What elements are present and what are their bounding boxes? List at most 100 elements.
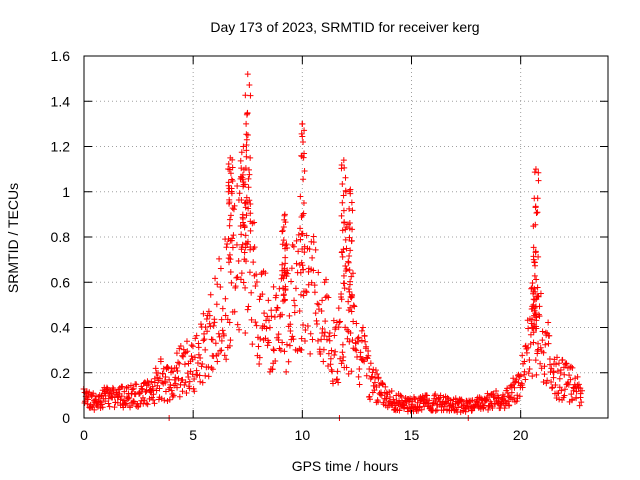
data-point (561, 386, 568, 393)
data-point (247, 92, 254, 99)
data-point (297, 236, 304, 243)
data-point (228, 279, 235, 286)
data-point (91, 406, 98, 413)
data-point (230, 232, 237, 239)
data-point (127, 382, 134, 389)
data-point (243, 131, 250, 138)
data-point (432, 407, 439, 414)
data-point (340, 272, 347, 279)
data-point (331, 332, 338, 339)
data-point (175, 375, 182, 382)
data-point (286, 342, 293, 349)
data-point (532, 248, 539, 255)
data-point (355, 334, 362, 341)
data-point (237, 223, 244, 230)
data-point (225, 182, 232, 189)
data-point (506, 402, 513, 409)
data-point (382, 383, 389, 390)
data-point (521, 358, 528, 365)
data-point (397, 392, 404, 399)
data-point (540, 378, 547, 385)
data-point (195, 344, 202, 351)
data-point (526, 357, 533, 364)
data-point (306, 246, 313, 253)
data-point (264, 342, 271, 349)
data-point (340, 192, 347, 199)
y-tick-label: 0.2 (51, 365, 71, 381)
data-point (223, 356, 230, 363)
data-point (159, 370, 166, 377)
data-point (227, 268, 234, 275)
data-point (202, 324, 209, 331)
data-point (386, 393, 393, 400)
data-point (307, 350, 314, 357)
data-point (243, 136, 250, 143)
data-point (156, 375, 163, 382)
data-point (348, 238, 355, 245)
data-point (552, 381, 559, 388)
data-point (227, 154, 234, 161)
y-tick-label: 1.6 (51, 48, 71, 64)
data-point (248, 316, 255, 323)
data-point (348, 368, 355, 375)
data-point (119, 383, 126, 390)
data-point (532, 221, 539, 228)
data-point (330, 380, 337, 387)
data-point (298, 259, 305, 266)
data-point (121, 388, 128, 395)
data-point (269, 366, 276, 373)
data-point (227, 256, 234, 263)
data-point (533, 311, 540, 318)
data-point (300, 199, 307, 206)
data-point (508, 384, 515, 391)
data-point (263, 325, 270, 332)
data-point (528, 285, 535, 292)
data-point (332, 348, 339, 355)
data-point (532, 166, 539, 173)
data-point (194, 360, 201, 367)
data-point (564, 380, 571, 387)
data-point (342, 174, 349, 181)
data-point (231, 308, 238, 315)
data-point (291, 309, 298, 316)
data-point (351, 303, 358, 310)
data-point (301, 167, 308, 174)
data-point (356, 365, 363, 372)
data-point (201, 336, 208, 343)
data-point (312, 310, 319, 317)
data-point (406, 396, 413, 403)
data-point (300, 176, 307, 183)
data-point (314, 337, 321, 344)
data-point (390, 396, 397, 403)
grid (84, 56, 608, 418)
data-point (240, 143, 247, 150)
data-point (424, 392, 431, 399)
data-point (343, 265, 350, 272)
data-point (340, 280, 347, 287)
data-point (516, 393, 523, 400)
data-point (235, 257, 242, 264)
data-point (555, 390, 562, 397)
data-point (370, 382, 377, 389)
data-point (203, 315, 210, 322)
data-point (133, 381, 140, 388)
data-point (185, 374, 192, 381)
data-point (129, 386, 136, 393)
data-point (242, 232, 249, 239)
data-point (342, 236, 349, 243)
data-point (537, 290, 544, 297)
data-point (287, 321, 294, 328)
data-point (418, 406, 425, 413)
data-point (162, 379, 169, 386)
data-point (521, 368, 528, 375)
data-point (319, 297, 326, 304)
data-point (523, 349, 530, 356)
data-point (299, 262, 306, 269)
data-point (362, 338, 369, 345)
data-point (242, 199, 249, 206)
data-point (548, 378, 555, 385)
data-point (174, 384, 181, 391)
data-point (510, 375, 517, 382)
data-point (139, 386, 146, 393)
data-point (151, 400, 158, 407)
